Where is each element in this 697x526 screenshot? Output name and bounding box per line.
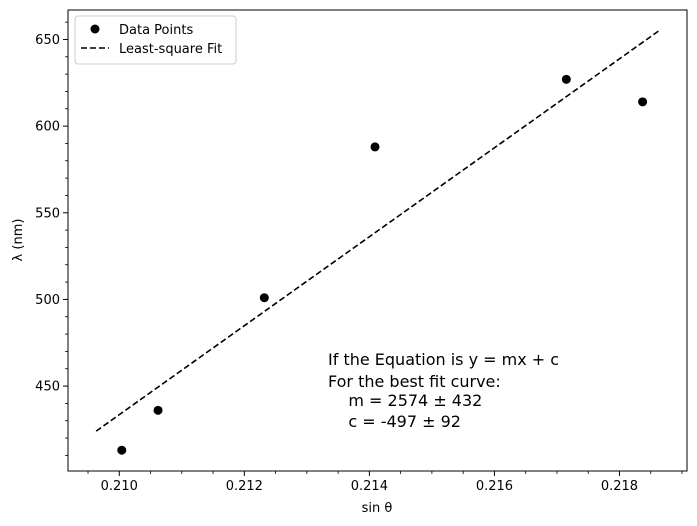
annotation-line-2: For the best fit curve: [328,372,501,391]
y-tick-label: 500 [35,293,60,308]
data-point [370,142,380,152]
y-axis-label: λ (nm) [11,219,26,262]
x-tick-label: 0.216 [476,479,513,494]
y-tick-label: 600 [35,120,60,135]
x-tick-label: 0.214 [351,479,388,494]
legend-label-data-points: Data Points [119,23,193,38]
data-point [561,74,571,84]
annotation-line-3: m = 2574 ± 432 [328,391,482,410]
x-axis-ticks: 0.210 0.212 0.214 0.216 0.218 [87,471,683,494]
fit-line [95,30,660,432]
data-point [259,293,269,303]
plot-area [67,9,688,472]
data-point [153,405,163,415]
annotation-line-1: If the Equation is y = mx + c [328,350,559,369]
x-axis-label: sin θ [362,501,393,516]
legend-box [74,15,237,65]
y-tick-label: 450 [35,380,60,395]
legend: Data Points Least-square Fit [74,15,237,65]
chart-marks [95,30,660,455]
legend-label-fit: Least-square Fit [119,42,222,57]
legend-marker-data-points [90,24,100,34]
fit-annotation: If the Equation is y = mx + c For the be… [328,350,559,431]
y-axis-ticks: 450 500 550 600 650 [35,21,68,456]
data-point [638,97,648,107]
y-tick-label: 550 [35,206,60,221]
annotation-line-4: c = -497 ± 92 [328,412,461,431]
data-point [117,445,127,455]
x-tick-label: 0.218 [601,479,638,494]
x-tick-label: 0.212 [226,479,263,494]
y-tick-label: 650 [35,33,60,48]
x-tick-label: 0.210 [101,479,138,494]
